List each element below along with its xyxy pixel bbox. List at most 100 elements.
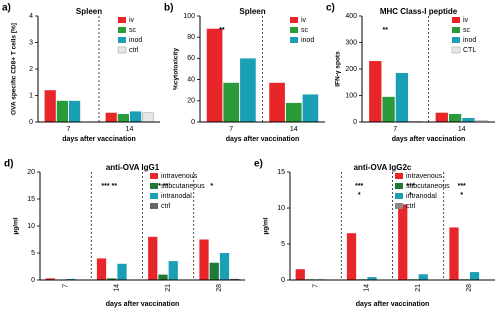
y-axis-label: µg/ml	[13, 217, 20, 234]
legend-label: ctrl	[161, 203, 171, 210]
legend-swatch	[150, 183, 158, 189]
legend-label: ctrl	[129, 47, 139, 54]
legend-swatch	[395, 193, 403, 199]
bar	[462, 118, 475, 122]
significance: ***	[355, 183, 363, 190]
bar	[398, 204, 408, 280]
legend-swatch	[150, 193, 158, 199]
legend-swatch	[395, 203, 403, 209]
legend-label: iv	[301, 17, 307, 24]
bar	[45, 278, 55, 280]
y-tick-label: 400	[345, 13, 357, 20]
legend-swatch	[150, 173, 158, 179]
bar	[117, 263, 127, 280]
y-tick-label: 15	[27, 196, 35, 203]
y-tick-label: 20	[187, 98, 195, 105]
bar	[395, 72, 409, 122]
legend-label: subcutaneous	[161, 183, 205, 190]
significance: *	[409, 192, 412, 199]
legend-label: intravenous	[406, 173, 443, 180]
bar	[346, 233, 357, 280]
bar	[295, 269, 305, 280]
x-tick-label: 7	[62, 284, 69, 288]
bar	[199, 239, 209, 280]
legend-swatch	[118, 17, 126, 23]
bar	[367, 277, 377, 280]
y-axis-label: %cytotoxicity	[173, 48, 180, 90]
y-tick-label: 0	[29, 119, 33, 126]
x-axis-label: days after vaccination	[226, 136, 300, 143]
legend-label: ctrl	[406, 203, 416, 210]
bar	[148, 236, 158, 280]
y-tick-label: 60	[187, 55, 195, 62]
y-tick-label: 1	[29, 92, 33, 99]
y-tick-label: 3	[29, 39, 33, 46]
chart-title: Spleen	[239, 7, 265, 16]
panel-label: e)	[254, 159, 263, 170]
bar	[219, 253, 230, 280]
legend-label: iv	[129, 17, 135, 24]
legend-label: intranodal	[406, 193, 437, 200]
legend-swatch	[118, 37, 126, 43]
bar	[117, 114, 129, 122]
x-tick-label: 7	[229, 126, 233, 133]
y-axis-label: OVA specific CD8+ T cells [%]	[11, 23, 18, 115]
legend-label: inod	[463, 37, 476, 44]
bar	[418, 274, 428, 280]
x-tick-label: 21	[165, 284, 172, 292]
y-tick-label: 200	[345, 66, 357, 73]
bar	[230, 278, 240, 280]
y-tick-label: 100	[345, 92, 357, 99]
bar	[449, 227, 459, 280]
bar	[223, 82, 240, 122]
bar	[448, 114, 462, 122]
legend-label: inod	[301, 37, 314, 44]
y-tick-label: 2	[29, 66, 33, 73]
bar	[66, 278, 76, 280]
x-axis-label: days after vaccination	[106, 301, 180, 308]
y-tick-label: 80	[187, 34, 195, 41]
legend-swatch	[452, 37, 460, 43]
panel-label: a)	[2, 3, 11, 14]
y-axis-label: IFN-γ spots	[335, 51, 342, 87]
bar	[269, 82, 285, 122]
x-tick-label: 14	[364, 284, 371, 292]
legend-swatch	[118, 27, 126, 33]
bar	[44, 90, 56, 122]
legend-label: sc	[463, 27, 471, 34]
bar	[285, 102, 302, 122]
legend-label: sc	[129, 27, 137, 34]
y-tick-label: 0	[281, 277, 285, 284]
bar	[158, 274, 168, 280]
x-axis-label: days after vaccination	[62, 136, 136, 143]
legend-swatch	[451, 46, 461, 54]
y-tick-label: 0	[353, 119, 357, 126]
legend-swatch	[395, 173, 403, 179]
legend-label: iv	[463, 17, 469, 24]
x-axis-label: days after vaccination	[392, 136, 466, 143]
bar	[168, 261, 178, 280]
significance: *** **	[153, 183, 169, 190]
bar	[206, 28, 223, 122]
y-tick-label: 40	[187, 76, 195, 83]
legend-label: inod	[129, 37, 142, 44]
chart-title: MHC Class-I peptide	[380, 7, 458, 16]
legend-swatch	[452, 17, 460, 23]
bar	[141, 112, 154, 123]
chart-title: anti-OVA IgG2c	[354, 163, 412, 172]
panel-label: c)	[326, 3, 335, 14]
chart-title: Spleen	[76, 7, 102, 16]
x-tick-label: 28	[216, 284, 223, 292]
bar	[382, 96, 395, 122]
legend-swatch	[290, 37, 298, 43]
bar	[130, 111, 142, 122]
legend-label: intranodal	[161, 193, 192, 200]
bar	[240, 58, 256, 122]
legend-label: intravenous	[161, 173, 198, 180]
y-tick-label: 0	[31, 277, 35, 284]
y-axis-label: µg/ml	[263, 217, 270, 234]
bar	[369, 61, 382, 122]
x-tick-label: 28	[466, 284, 473, 292]
panel-label: b)	[164, 3, 173, 14]
significance: *	[358, 192, 361, 199]
